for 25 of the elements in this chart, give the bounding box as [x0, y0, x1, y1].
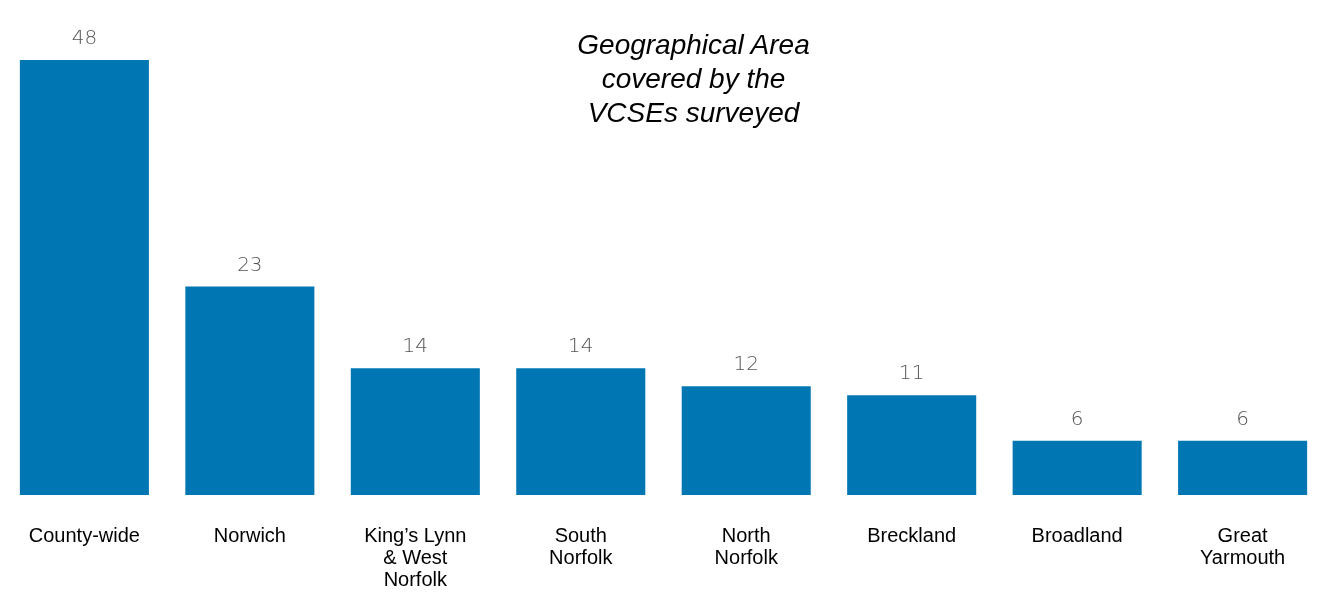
- data-label: 14: [568, 333, 594, 358]
- bar: [19, 60, 149, 495]
- bar: [1012, 440, 1142, 495]
- x-tick-label: South Norfolk: [549, 523, 614, 568]
- x-tick-label: Great Yarmouth: [1200, 523, 1286, 568]
- data-label: 6: [1070, 405, 1084, 430]
- data-label: 48: [71, 25, 98, 49]
- x-tick-label: Breckland: [867, 523, 957, 546]
- x-tick-label: Broadland: [1031, 523, 1123, 546]
- bar: [185, 286, 315, 495]
- bar: [1178, 440, 1308, 495]
- x-tick-label: North Norfolk: [714, 523, 779, 568]
- bar: [681, 386, 811, 495]
- x-tick-label: King’s Lynn & West Norfolk: [364, 523, 467, 590]
- x-tick-label: Norwich: [213, 523, 286, 546]
- data-label: 11: [898, 360, 925, 385]
- data-label: 23: [237, 251, 263, 276]
- chart-title: Geographical Area covered by the VCSEs surveyed: [577, 29, 810, 128]
- data-label: 14: [402, 333, 429, 358]
- bar: [350, 368, 480, 495]
- x-tick-label: County-wide: [28, 523, 140, 546]
- bar: [847, 395, 977, 495]
- data-label: 6: [1236, 405, 1249, 430]
- bar: [516, 368, 646, 495]
- data-label: 12: [733, 351, 759, 376]
